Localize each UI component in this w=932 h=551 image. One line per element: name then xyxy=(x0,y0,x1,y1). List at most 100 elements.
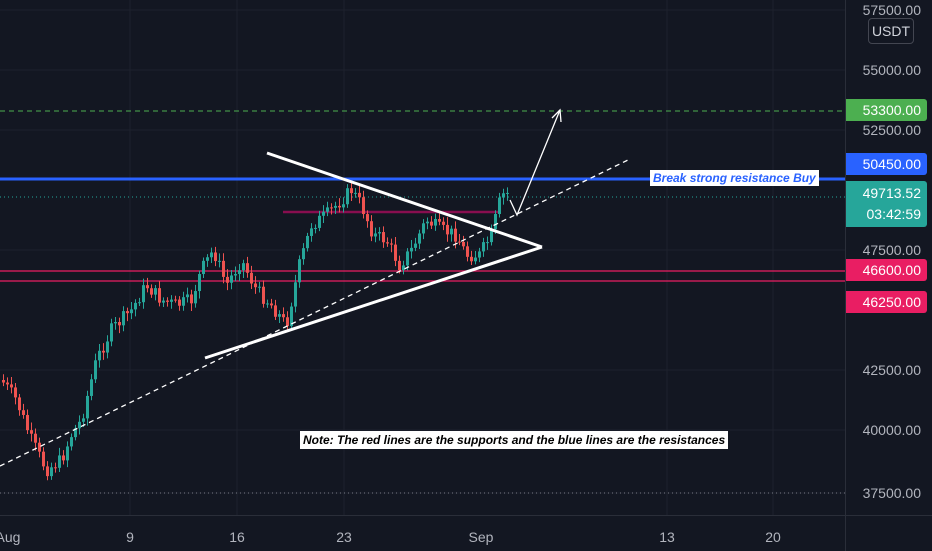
price-axis[interactable]: USDT 57500.00 55000.00 52500.00 47500.00… xyxy=(845,0,932,515)
candle-body xyxy=(146,285,149,289)
candle-body xyxy=(458,241,461,243)
candle-body xyxy=(46,466,49,477)
candle-body xyxy=(402,265,405,271)
candle-body xyxy=(102,350,105,353)
candle-body xyxy=(82,418,85,422)
chart-area[interactable]: Break strong resistance Buy Note: The re… xyxy=(0,0,845,515)
candle-body xyxy=(410,247,413,252)
candle-body xyxy=(506,192,509,194)
candle-body xyxy=(126,311,129,314)
candle-body xyxy=(294,282,297,307)
candle-body xyxy=(434,219,437,226)
resistance-price-label: 50450.00 xyxy=(846,153,927,175)
candle-body xyxy=(130,309,133,314)
candle-body xyxy=(230,275,233,283)
candle-body xyxy=(398,260,401,271)
candle-body xyxy=(22,410,25,415)
time-tick: Sep xyxy=(468,529,494,545)
candle-body xyxy=(138,302,141,304)
support-upper-label: 46600.00 xyxy=(846,259,927,281)
candle-body xyxy=(262,286,265,304)
candle-body xyxy=(166,300,169,302)
candle-body xyxy=(222,260,225,277)
candle-body xyxy=(290,306,293,327)
candle-body xyxy=(34,433,37,443)
candle-body xyxy=(106,341,109,353)
candle-body xyxy=(430,221,433,226)
candle-body xyxy=(162,300,165,303)
triangle-upper-line xyxy=(266,151,543,249)
candle-body xyxy=(242,263,245,271)
candle-body xyxy=(26,414,29,431)
time-axis[interactable]: Aug 9 16 23 Sep 13 20 xyxy=(0,515,845,551)
candle-body xyxy=(118,322,121,326)
candle-body xyxy=(334,205,337,208)
candle-body xyxy=(134,302,137,310)
price-tick: 42500.00 xyxy=(862,362,921,378)
candle-body xyxy=(90,379,93,396)
candle-body xyxy=(502,193,505,198)
candle-body xyxy=(330,207,333,209)
projection-arrow xyxy=(509,108,562,217)
candle-body xyxy=(382,232,385,243)
currency-unit-button[interactable]: USDT xyxy=(868,18,914,44)
candle-body xyxy=(214,252,217,262)
candle-body xyxy=(390,243,393,245)
candle-body xyxy=(318,215,321,228)
candle-body xyxy=(346,188,349,205)
candle-body xyxy=(58,455,61,468)
candle-body xyxy=(394,244,397,261)
candle-body xyxy=(190,294,193,304)
candle-body xyxy=(178,299,181,306)
candle-body xyxy=(142,285,145,303)
candle-body xyxy=(198,274,201,292)
candle-body xyxy=(202,260,205,275)
candle-body xyxy=(446,224,449,235)
candle-body xyxy=(322,211,325,216)
candle-body xyxy=(266,303,269,305)
candle-body xyxy=(350,188,353,194)
candle-body xyxy=(18,397,21,411)
candle-body xyxy=(374,233,377,237)
candle-body xyxy=(450,228,453,235)
candle-body xyxy=(74,428,77,438)
candle-body xyxy=(378,232,381,234)
price-tick: 40000.00 xyxy=(862,422,921,438)
candle-body xyxy=(94,360,97,380)
candle-body xyxy=(358,192,361,198)
candle-body xyxy=(122,311,125,326)
candle-body xyxy=(210,252,213,258)
candle-body xyxy=(362,197,365,215)
candle-body xyxy=(66,446,69,461)
candle-body xyxy=(338,205,341,208)
time-tick: 23 xyxy=(336,529,352,545)
candle-body xyxy=(234,274,237,276)
candle-body xyxy=(186,294,189,298)
candle-body xyxy=(474,257,477,262)
candle-body xyxy=(498,197,501,215)
candle-body xyxy=(454,228,457,242)
chart-canvas[interactable] xyxy=(0,0,845,515)
candle-body xyxy=(302,248,305,260)
time-tick: 9 xyxy=(126,529,134,545)
candle-body xyxy=(306,235,309,249)
candle-body xyxy=(342,204,345,208)
candle-body xyxy=(250,272,253,284)
time-tick: 16 xyxy=(229,529,245,545)
candle-body xyxy=(326,207,329,212)
candle-body xyxy=(150,288,153,295)
candle-body xyxy=(470,256,473,262)
candle-body xyxy=(418,233,421,244)
candle-body xyxy=(54,467,57,469)
candle-body xyxy=(482,242,485,252)
price-tick: 57500.00 xyxy=(862,2,921,18)
current-price-badge: 49713.52 03:42:59 xyxy=(846,181,927,227)
candle-body xyxy=(38,442,41,452)
price-tick: 37500.00 xyxy=(862,485,921,501)
support-lower-label: 46250.00 xyxy=(846,291,927,313)
time-tick: 13 xyxy=(659,529,675,545)
candle-body xyxy=(270,303,273,306)
candle-body xyxy=(406,251,409,266)
candle-body xyxy=(258,286,261,288)
dashed-trendline xyxy=(0,158,631,467)
